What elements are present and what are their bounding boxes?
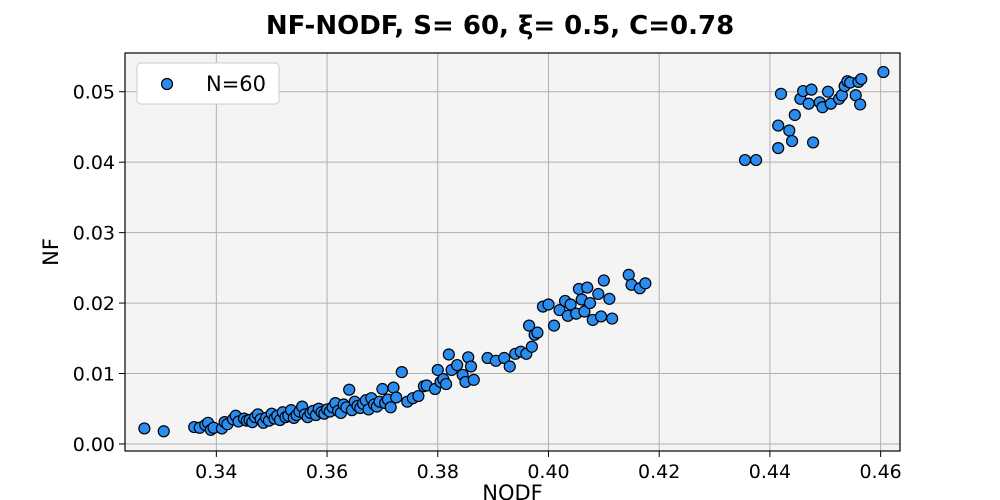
data-point (802, 97, 815, 110)
data-point (877, 65, 890, 79)
x-tick-label: 0.36 (306, 461, 348, 483)
data-point (531, 326, 544, 339)
data-point (376, 382, 389, 396)
tick-labels: 0.34 0.36 0.38 0.40 0.42 0.44 0.46 0.00 0.01 0.02… (73, 82, 902, 483)
data-point (606, 312, 619, 325)
data-point (603, 292, 616, 305)
data-point (523, 319, 536, 332)
data-point (553, 304, 566, 317)
data-point (597, 274, 610, 287)
data-point (547, 319, 561, 332)
data-point (387, 381, 400, 394)
data-point (583, 296, 597, 310)
x-tick-label: 0.38 (417, 461, 459, 483)
data-point (805, 83, 818, 96)
x-tick-label: 0.44 (749, 461, 791, 483)
y-tick-label: 0.02 (73, 293, 115, 315)
x-axis-label: NODF (482, 481, 543, 500)
y-tick-label: 0.05 (73, 82, 115, 104)
data-point (390, 391, 403, 404)
y-tick-label: 0.01 (73, 364, 115, 386)
data-point (788, 108, 801, 122)
legend-marker (160, 77, 174, 91)
data-points (138, 65, 890, 438)
plot-area (125, 53, 900, 451)
data-point (343, 383, 356, 396)
x-tick-label: 0.46 (859, 461, 901, 483)
data-point (578, 305, 591, 318)
data-point (774, 87, 788, 100)
x-tick-label: 0.40 (527, 461, 569, 483)
chart-title: NF-NODF, S= 60, ξ= 0.5, C=0.78 (266, 11, 734, 41)
grid-lines (125, 53, 900, 451)
data-point (431, 363, 444, 377)
data-point (395, 366, 408, 379)
data-point (464, 360, 478, 373)
data-point (821, 85, 835, 98)
data-point (592, 287, 605, 301)
y-axis-label: NF (39, 238, 63, 266)
y-tick-label: 0.00 (73, 434, 115, 456)
data-point (581, 281, 594, 294)
data-point (157, 425, 170, 438)
data-point (749, 153, 763, 167)
data-point (467, 373, 480, 386)
legend-entry: N=60 (206, 72, 266, 96)
legend-box (136, 62, 280, 105)
y-tick-label: 0.03 (73, 223, 115, 245)
data-point (785, 134, 799, 148)
data-point (772, 119, 785, 132)
data-point (451, 358, 464, 372)
data-point (854, 98, 867, 111)
legend: N=60 (136, 62, 280, 105)
data-point (564, 298, 577, 311)
data-point (738, 153, 752, 167)
x-tick-label: 0.42 (638, 461, 680, 483)
plot-frame (124, 52, 901, 452)
data-point (503, 360, 516, 373)
data-point (439, 377, 453, 391)
data-point (594, 310, 608, 323)
data-point (525, 340, 538, 353)
data-point (806, 136, 820, 149)
data-point (384, 401, 397, 414)
data-point (498, 351, 511, 365)
data-point (138, 422, 151, 435)
data-point (783, 124, 796, 137)
axes (119, 52, 901, 457)
data-point (622, 268, 635, 281)
data-point (542, 298, 555, 311)
data-point (772, 141, 785, 155)
data-point (412, 389, 425, 403)
data-point (855, 72, 868, 86)
x-tick-label: 0.34 (195, 461, 237, 483)
y-tick-label: 0.04 (73, 152, 115, 174)
data-point (442, 348, 455, 361)
data-point (639, 277, 652, 290)
